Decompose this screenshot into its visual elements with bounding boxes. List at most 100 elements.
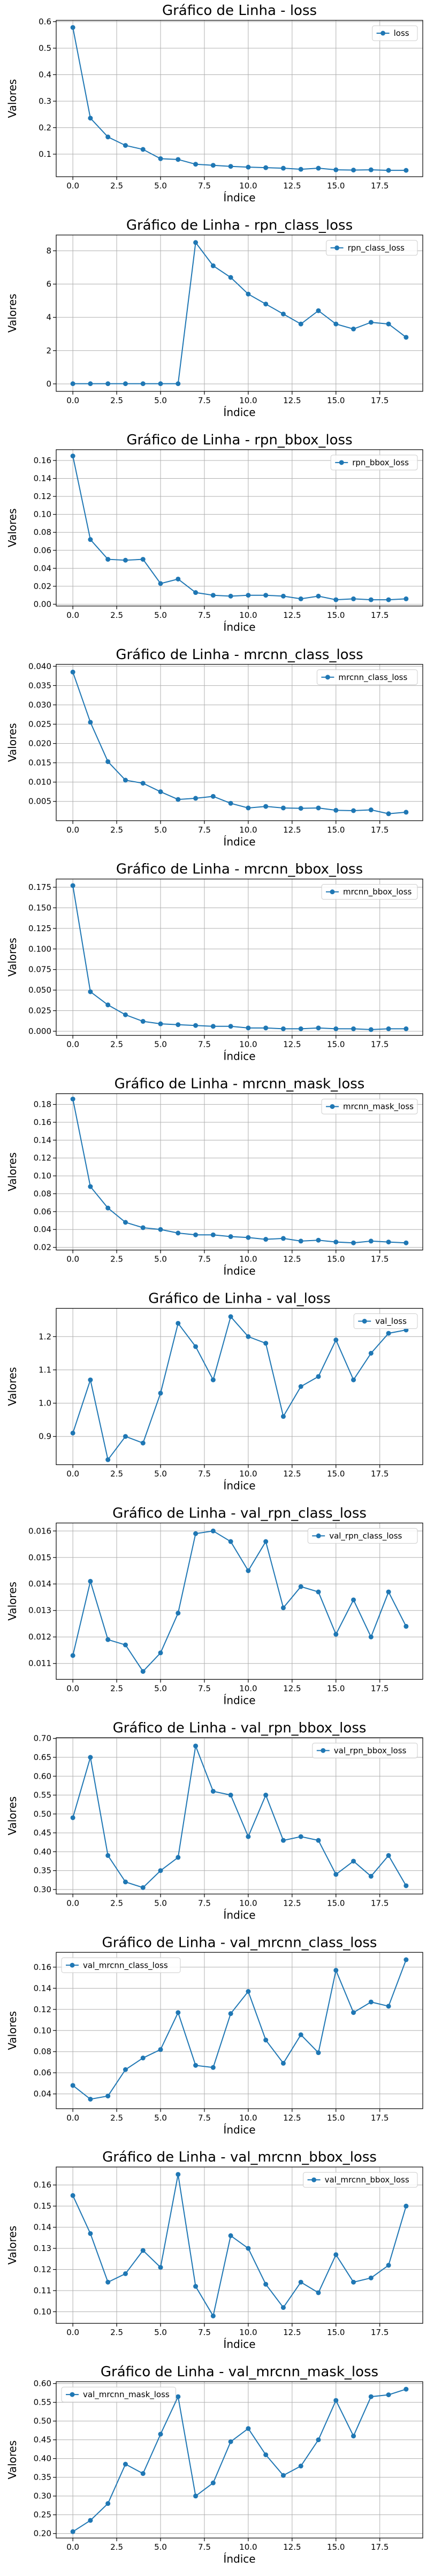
x-tick-label: 17.5 — [371, 825, 389, 835]
x-axis-label: Índice — [223, 1479, 255, 1492]
legend-label: val_loss — [375, 1317, 407, 1327]
legend-marker — [70, 2392, 75, 2397]
data-point — [88, 2518, 93, 2523]
data-point — [140, 781, 146, 786]
data-point — [298, 321, 303, 327]
data-point — [316, 1838, 321, 1843]
x-axis-label: Índice — [223, 1694, 255, 1706]
x-tick-label: 7.5 — [198, 396, 211, 405]
legend-label: mrcnn_mask_loss — [343, 1102, 414, 1112]
data-point — [316, 1589, 321, 1595]
data-point — [403, 2386, 409, 2392]
data-point — [386, 1589, 391, 1595]
data-point — [210, 1528, 216, 1533]
data-point — [176, 2394, 181, 2399]
data-point — [351, 808, 356, 813]
x-tick-label: 12.5 — [283, 2542, 301, 2552]
x-tick-label: 17.5 — [371, 2542, 389, 2552]
x-tick-label: 12.5 — [283, 1255, 301, 1264]
y-tick-label: 0.12 — [34, 1153, 51, 1163]
data-point — [298, 596, 303, 601]
plot-frame — [56, 1093, 423, 1251]
legend-box — [61, 2386, 176, 2403]
x-tick-label: 2.5 — [110, 610, 123, 620]
y-tick-label: 0.020 — [28, 739, 51, 749]
legend-marker — [316, 1533, 321, 1538]
legend-box — [321, 884, 418, 900]
x-tick-label: 2.5 — [110, 181, 123, 191]
data-point — [123, 381, 128, 387]
data-point — [368, 167, 374, 172]
x-tick-label: 10.0 — [239, 396, 257, 405]
y-tick-label: 0.20 — [34, 2529, 51, 2539]
x-tick-label: 15.0 — [327, 1255, 345, 1264]
x-tick-label: 0.0 — [66, 396, 79, 405]
x-tick-label: 15.0 — [327, 825, 345, 835]
data-point — [316, 308, 321, 313]
y-tick-label: 0.11 — [34, 2286, 51, 2295]
data-point — [403, 1240, 409, 1245]
y-tick-label: 0.16 — [34, 1962, 51, 1972]
series-line — [72, 456, 406, 601]
data-point — [280, 165, 286, 171]
data-point — [246, 1334, 251, 1339]
chart-title: Gráfico de Linha - val_mrcnn_class_loss — [102, 1935, 377, 1951]
data-point — [210, 794, 216, 799]
y-tick-label: 0.02 — [34, 1243, 51, 1252]
data-point — [176, 1320, 181, 1326]
plot-area — [56, 449, 423, 606]
data-point — [316, 2290, 321, 2295]
data-point — [193, 1743, 199, 1749]
y-tick-label: 0.40 — [34, 2454, 51, 2464]
y-tick-label: 0.011 — [28, 1659, 51, 1668]
chart-panel: Gráfico de Linha - mrcnn_class_loss 0.0 2.… — [6, 647, 423, 848]
data-point — [140, 1669, 146, 1674]
legend-label: mrcnn_class_loss — [338, 673, 407, 683]
data-point — [351, 1859, 356, 1864]
data-point — [210, 1232, 216, 1237]
data-point — [176, 576, 181, 581]
x-tick-label: 15.0 — [327, 181, 345, 191]
y-tick-label: 0.50 — [34, 1809, 51, 1819]
legend: rpn_bbox_loss — [330, 455, 418, 471]
data-point — [403, 596, 409, 601]
data-point — [263, 1341, 269, 1346]
x-tick-label: 10.0 — [239, 610, 257, 620]
data-point — [210, 593, 216, 598]
data-point — [386, 597, 391, 602]
data-point — [193, 1232, 199, 1237]
data-point — [176, 381, 181, 387]
chart-panel: Gráfico de Linha - rpn_class_loss 0.0 2.5 5… — [6, 217, 423, 419]
data-point — [298, 1834, 303, 1839]
data-point — [246, 291, 251, 297]
data-point — [70, 1430, 75, 1436]
x-tick-label: 2.5 — [110, 1898, 123, 1908]
data-point — [88, 381, 93, 387]
data-point — [403, 1883, 409, 1888]
x-tick-label: 2.5 — [110, 1255, 123, 1264]
legend: mrcnn_mask_loss — [321, 1099, 418, 1115]
data-point — [298, 2279, 303, 2285]
x-tick-label: 12.5 — [283, 2113, 301, 2122]
x-tick-label: 10.0 — [239, 1040, 257, 1049]
legend: mrcnn_bbox_loss — [321, 884, 418, 900]
x-axis-label: Índice — [223, 1908, 255, 1921]
y-tick-label: 0.15 — [34, 2201, 51, 2211]
legend: val_loss — [353, 1313, 418, 1329]
y-tick-label: 0.1 — [39, 149, 51, 159]
y-tick-label: 0.040 — [28, 661, 51, 671]
legend-label: val_rpn_class_loss — [329, 1531, 402, 1541]
y-tick-label: 0.3 — [39, 96, 51, 106]
data-point — [298, 1238, 303, 1244]
data-point — [105, 2094, 111, 2099]
y-tick-label: 0.14 — [34, 474, 51, 484]
data-point — [105, 1637, 111, 1642]
data-point — [158, 2431, 163, 2437]
y-tick-label: 0.025 — [28, 720, 51, 729]
plot-frame — [56, 2381, 423, 2539]
y-tick-label: 0.10 — [34, 2026, 51, 2035]
data-point — [158, 156, 163, 161]
x-tick-label: 10.0 — [239, 1898, 257, 1908]
